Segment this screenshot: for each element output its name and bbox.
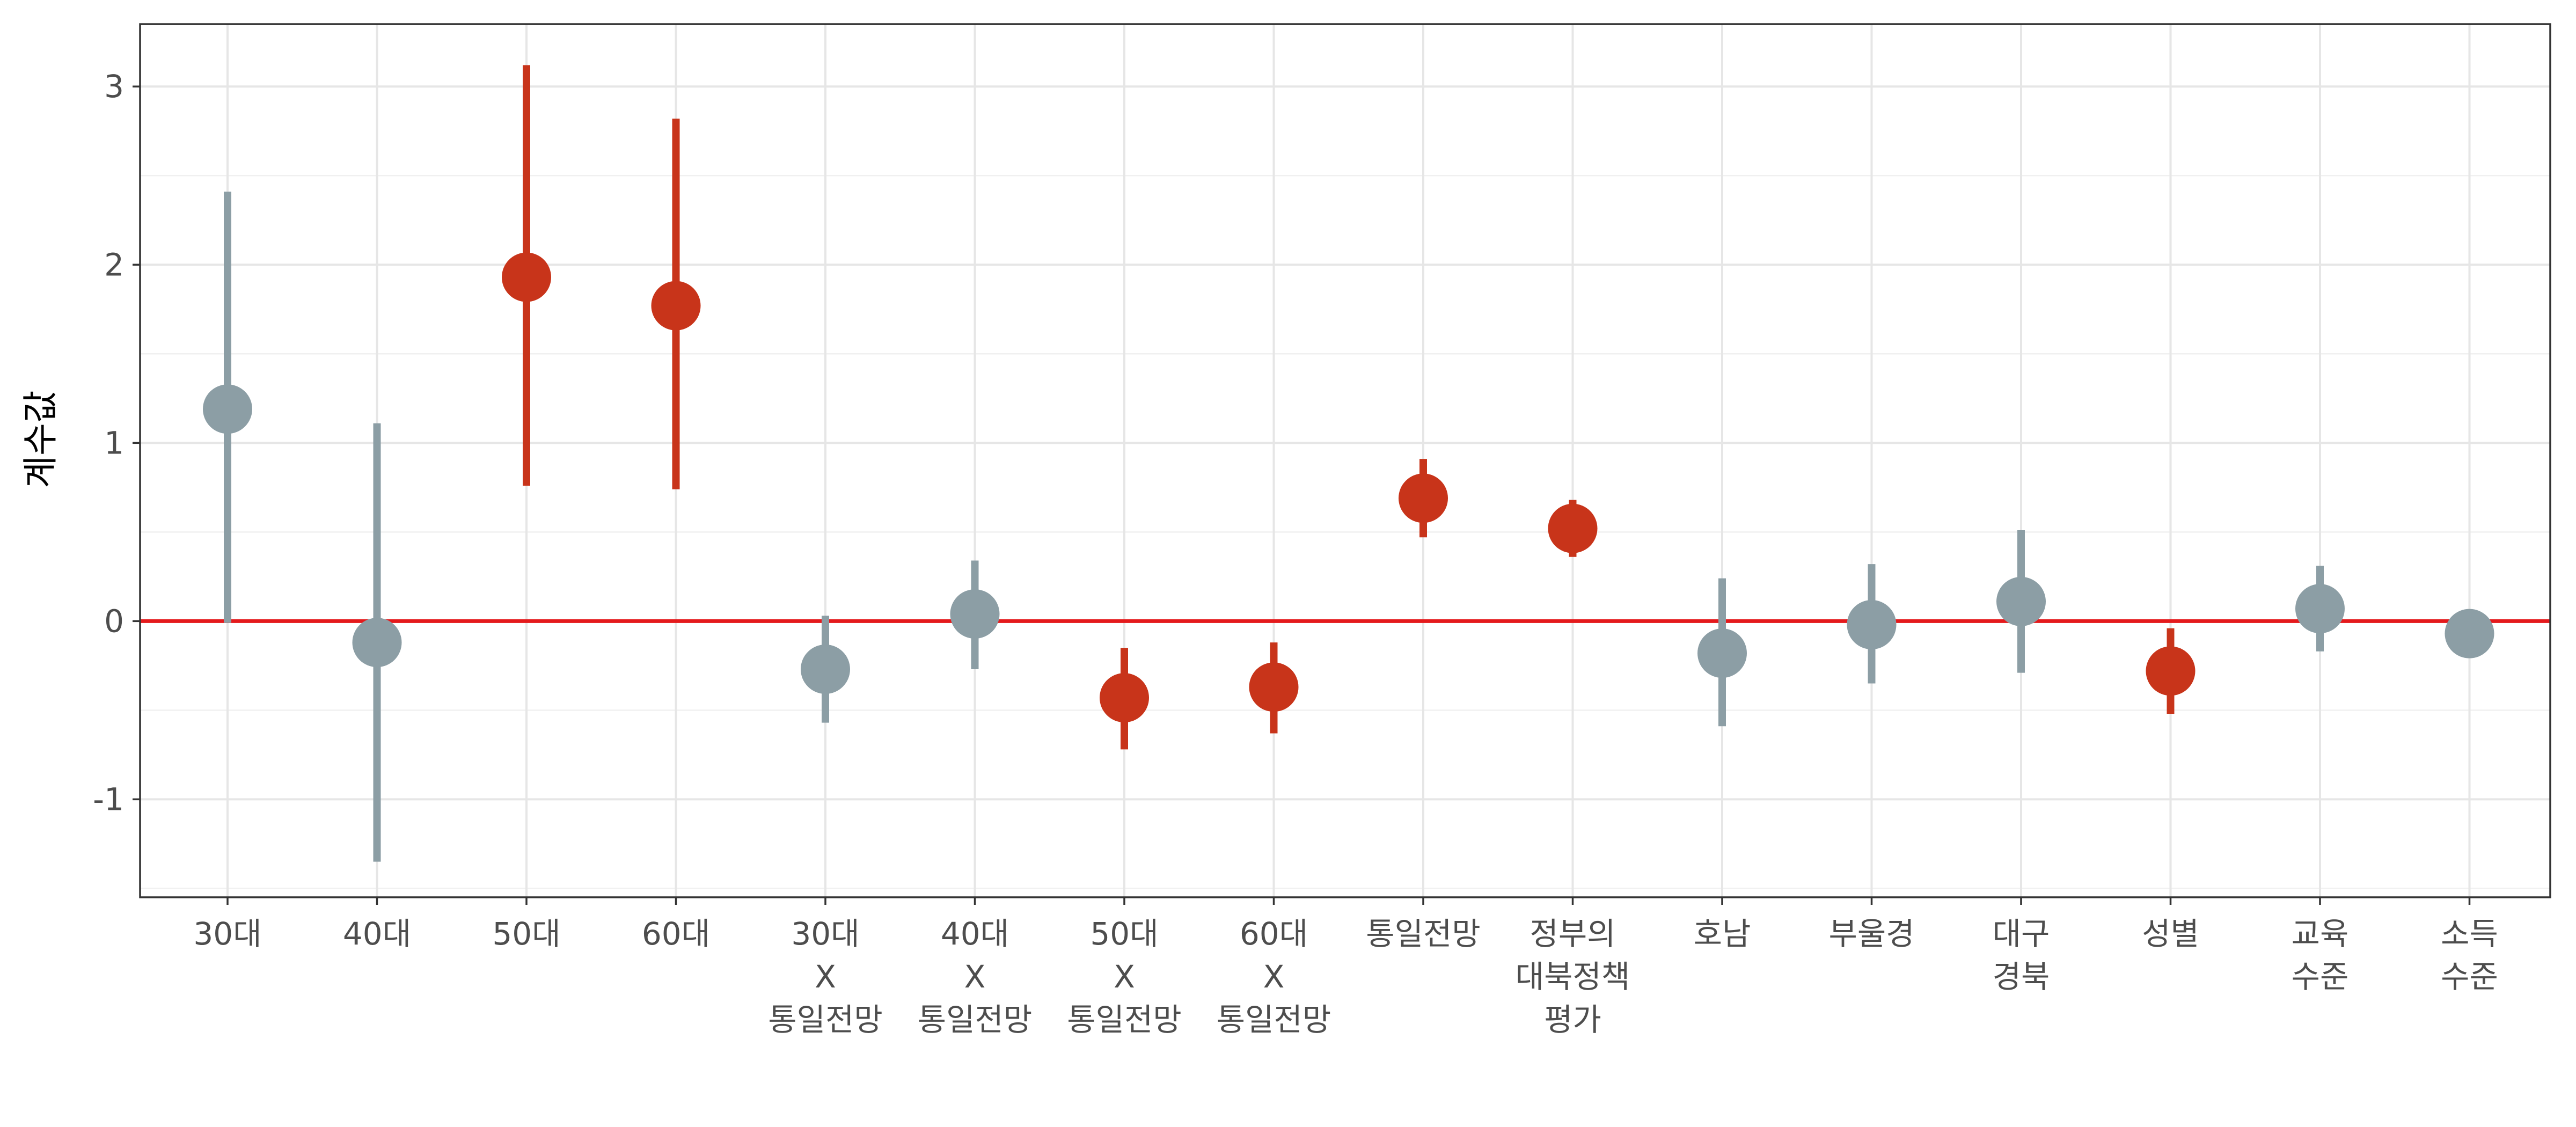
- x-tick-label-line: 평가: [1544, 1001, 1601, 1038]
- x-tick-label: 호남: [1694, 916, 1751, 952]
- x-tick-label-line: 통일전망: [1217, 1001, 1331, 1038]
- x-tick-label-line: 40대: [941, 916, 1009, 952]
- x-tick-label-line: 통일전망: [1366, 916, 1480, 952]
- coefficient-point: [1249, 662, 1299, 712]
- x-tick-label-line: 수준: [2292, 958, 2349, 995]
- coefficient-point: [651, 281, 701, 331]
- x-tick-label: 40대 X 통일전망: [918, 916, 1032, 1038]
- coefficient-point: [2295, 584, 2345, 634]
- x-tick-label-line: 경북: [1993, 958, 2050, 995]
- coefficient-points: [203, 252, 2494, 723]
- x-tick-label: 부울경: [1828, 916, 1914, 952]
- x-tick-label-line: 호남: [1694, 916, 1751, 952]
- minor-gridlines: [140, 174, 2550, 889]
- x-tick-label: 통일전망: [1366, 916, 1480, 952]
- x-tick-label: 50대: [492, 916, 560, 952]
- coefficient-point: [801, 644, 850, 694]
- x-tick-label-line: 30대: [791, 916, 859, 952]
- x-axis-ticks: 30대 40대 50대 60대 30대 X 통일전망 40대 X 통일전망 50대 X 통일전망 60대 X…: [193, 897, 2498, 1038]
- x-tick-label-line: 60대: [642, 916, 710, 952]
- y-tick-label: 1: [104, 425, 124, 461]
- x-tick-label-line: 통일전망: [768, 1001, 882, 1038]
- y-tick-label: 3: [104, 68, 124, 105]
- x-tick-label-line: 대북정책: [1516, 958, 1630, 995]
- x-tick-label-line: 수준: [2441, 958, 2498, 995]
- coefficient-point: [203, 384, 252, 434]
- x-tick-label: 50대 X 통일전망: [1067, 916, 1181, 1038]
- x-tick-label-line: X: [815, 958, 836, 995]
- x-tick-label: 30대: [193, 916, 261, 952]
- panel-border: [139, 23, 2551, 898]
- y-tick-label: 2: [104, 246, 124, 283]
- x-tick-label-line: 정부의: [1529, 916, 1615, 952]
- x-tick-label: 30대 X 통일전망: [768, 916, 882, 1038]
- coefficient-point: [502, 252, 551, 302]
- y-tick-label: 0: [104, 603, 124, 639]
- x-tick-label-line: 소득: [2441, 916, 2498, 952]
- coefficient-point: [1100, 673, 1149, 723]
- coefficient-point: [1996, 576, 2046, 626]
- coefficient-point: [1847, 599, 1897, 649]
- x-tick-label-line: 교육: [2292, 916, 2349, 952]
- coefficient-point: [352, 618, 402, 668]
- y-tick-label: -1: [93, 781, 124, 817]
- coefficient-point: [2445, 609, 2494, 658]
- coefficient-point: [1697, 628, 1747, 678]
- x-tick-label: 60대: [642, 916, 710, 952]
- x-tick-label-line: 부울경: [1828, 916, 1914, 952]
- coefficient-point: [950, 589, 1000, 639]
- x-tick-label-line: 50대: [1090, 916, 1158, 952]
- x-tick-label-line: X: [1263, 958, 1285, 995]
- x-tick-label-line: 통일전망: [918, 1001, 1032, 1038]
- y-axis-ticks: -1 0 1 2 3: [93, 68, 140, 817]
- x-tick-label-line: 성별: [2142, 916, 2199, 952]
- x-tick-label-line: X: [1114, 958, 1135, 995]
- x-tick-label: 성별: [2142, 916, 2199, 952]
- x-tick-label: 40대: [343, 916, 411, 952]
- x-tick-label-line: 40대: [343, 916, 411, 952]
- x-tick-label-line: 60대: [1240, 916, 1308, 952]
- x-tick-label-line: 통일전망: [1067, 1001, 1181, 1038]
- x-tick-label-line: 50대: [492, 916, 560, 952]
- x-tick-label-line: X: [964, 958, 986, 995]
- coefficient-point: [1548, 503, 1598, 553]
- coefficient-point: [2146, 646, 2196, 696]
- x-tick-label: 60대 X 통일전망: [1217, 916, 1331, 1038]
- y-axis-title: 계수값: [20, 390, 61, 488]
- x-tick-label-line: 30대: [193, 916, 261, 952]
- coefficient-point: [1399, 473, 1448, 523]
- x-tick-label-line: 대구: [1993, 916, 2050, 952]
